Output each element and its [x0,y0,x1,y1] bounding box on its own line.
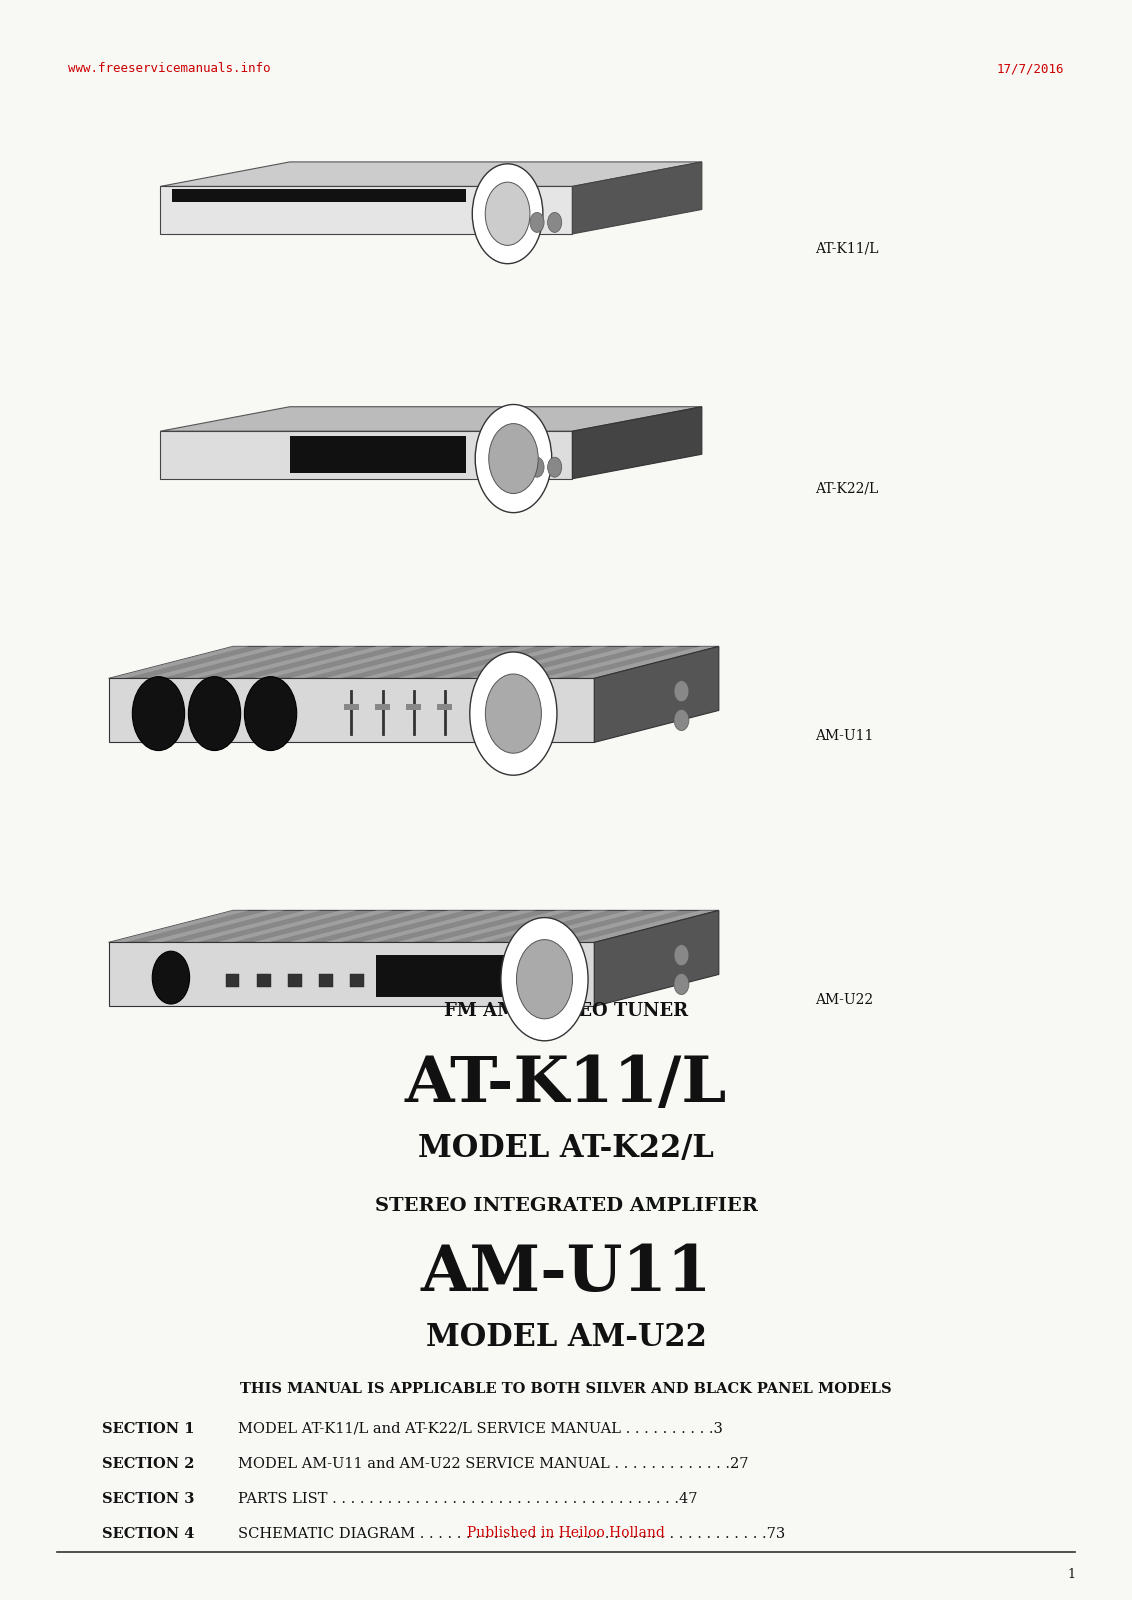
Text: www.freeservicemanuals.info: www.freeservicemanuals.info [68,62,271,75]
Polygon shape [109,942,594,1006]
Circle shape [516,939,573,1019]
Text: SCHEMATIC DIAGRAM . . . . . . . . . . . . . . . . . . . . . . . . . . . . . . . : SCHEMATIC DIAGRAM . . . . . . . . . . . … [238,1528,784,1541]
Polygon shape [109,910,719,942]
Polygon shape [594,910,719,1006]
Text: AT-K11/L: AT-K11/L [815,242,878,254]
Text: STEREO INTEGRATED AMPLIFIER: STEREO INTEGRATED AMPLIFIER [375,1197,757,1216]
Polygon shape [109,646,249,678]
Bar [437,704,453,710]
Polygon shape [360,646,500,678]
Text: 1: 1 [1067,1568,1075,1581]
Text: PARTS LIST . . . . . . . . . . . . . . . . . . . . . . . . . . . . . . . . . . .: PARTS LIST . . . . . . . . . . . . . . .… [238,1493,697,1506]
Text: AM-U22: AM-U22 [815,994,873,1006]
Polygon shape [180,910,320,942]
Polygon shape [172,189,466,202]
Polygon shape [161,406,702,430]
Text: SECTION 4: SECTION 4 [102,1528,195,1541]
Polygon shape [161,187,573,234]
Circle shape [548,213,561,232]
Polygon shape [432,910,572,942]
Text: MODEL AM-U22: MODEL AM-U22 [426,1322,706,1354]
Polygon shape [216,910,357,942]
Text: 17/7/2016: 17/7/2016 [996,62,1064,75]
Polygon shape [289,646,428,678]
Polygon shape [573,162,702,234]
Text: AM-U11: AM-U11 [815,730,874,742]
Bar [288,974,302,987]
Text: AT-K22/L: AT-K22/L [815,482,878,494]
Polygon shape [594,646,719,742]
Circle shape [486,674,541,754]
Polygon shape [109,678,594,742]
Circle shape [500,917,589,1040]
Polygon shape [360,910,500,942]
Circle shape [489,424,538,493]
Text: AT-K11/L: AT-K11/L [405,1054,727,1115]
Polygon shape [540,910,680,942]
Circle shape [472,163,543,264]
Circle shape [674,709,689,731]
Polygon shape [145,910,284,942]
Polygon shape [573,406,702,478]
Bar [257,974,271,987]
Polygon shape [396,910,537,942]
Bar [350,974,365,987]
Polygon shape [575,646,715,678]
Circle shape [188,677,241,750]
Text: MODEL AT-K22/L: MODEL AT-K22/L [418,1133,714,1165]
Circle shape [152,950,189,1005]
Circle shape [674,944,689,966]
Polygon shape [216,646,357,678]
Polygon shape [145,646,284,678]
Bar [225,974,239,987]
Circle shape [470,651,557,774]
Text: THIS MANUAL IS APPLICABLE TO BOTH SILVER AND BLACK PANEL MODELS: THIS MANUAL IS APPLICABLE TO BOTH SILVER… [240,1382,892,1395]
Text: Published in Heiloo Holland: Published in Heiloo Holland [468,1526,664,1539]
Circle shape [530,458,544,477]
Polygon shape [180,646,320,678]
Circle shape [245,677,297,750]
Circle shape [475,405,551,512]
Circle shape [486,182,530,245]
Bar [319,974,333,987]
Polygon shape [396,646,537,678]
Circle shape [132,677,185,750]
Polygon shape [252,646,393,678]
Polygon shape [575,910,715,942]
Polygon shape [376,955,532,997]
Text: SECTION 3: SECTION 3 [102,1493,195,1506]
Polygon shape [468,910,608,942]
Bar [375,704,391,710]
Bar [406,704,421,710]
Polygon shape [432,646,572,678]
Polygon shape [289,910,428,942]
Polygon shape [252,910,393,942]
Text: SECTION 1: SECTION 1 [102,1422,195,1435]
Circle shape [530,213,544,232]
Circle shape [548,458,561,477]
Circle shape [674,680,689,702]
Polygon shape [161,162,702,187]
Bar [344,704,359,710]
Text: MODEL AT-K11/L and AT-K22/L SERVICE MANUAL . . . . . . . . . .3: MODEL AT-K11/L and AT-K22/L SERVICE MANU… [238,1422,722,1435]
Polygon shape [109,910,249,942]
Text: SECTION 2: SECTION 2 [102,1458,195,1470]
Text: AM-U11: AM-U11 [420,1243,712,1304]
Text: FM AM STEREO TUNER: FM AM STEREO TUNER [444,1002,688,1021]
Polygon shape [290,435,466,474]
Polygon shape [540,646,680,678]
Polygon shape [109,646,719,678]
Text: MODEL AM-U11 and AM-U22 SERVICE MANUAL . . . . . . . . . . . . .27: MODEL AM-U11 and AM-U22 SERVICE MANUAL .… [238,1458,748,1470]
Polygon shape [468,646,608,678]
Polygon shape [161,430,573,478]
Polygon shape [504,646,644,678]
Polygon shape [324,646,464,678]
Circle shape [674,973,689,995]
Polygon shape [324,910,464,942]
Polygon shape [504,910,644,942]
